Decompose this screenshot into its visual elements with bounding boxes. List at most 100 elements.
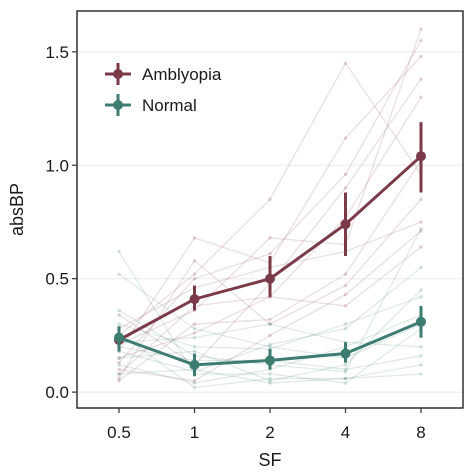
amblyopia-individual-point [268,317,272,322]
normal-individual-point [268,378,272,383]
amblyopia-individual-point [192,258,197,263]
normal-individual-point [192,385,197,390]
normal-individual-point [268,322,272,326]
amblyopia-individual-point [117,376,121,381]
normal-individual-line [118,289,422,382]
amblyopia-individual-point [117,367,121,372]
x-tick-label: 2 [265,423,274,442]
normal-individual-point [117,308,121,313]
normal-individual-point [117,272,121,276]
amblyopia-individual-point [419,95,423,100]
normal-individual-point [419,265,423,270]
amblyopia-mean-point [340,219,351,230]
normal-individual-point [343,369,348,374]
amblyopia-individual-point [343,186,348,190]
amblyopia-mean-point [265,273,275,284]
normal-individual-point [343,376,348,381]
normal-individual-point [192,326,197,331]
normal-individual-point [117,356,121,360]
amblyopia-individual-point [268,333,272,338]
x-tick-label: 1 [190,423,199,442]
normal-individual-point [268,344,272,349]
y-tick-label: 0.5 [45,270,69,289]
normal-individual-line [118,368,422,384]
normal-legend-marker [113,100,123,110]
normal-individual-point [419,344,423,349]
amblyopia-individual-point [192,236,197,240]
x-tick-label: 4 [341,423,350,442]
y-tick-label: 0.0 [45,383,69,402]
normal-individual-point [419,295,423,299]
normal-individual-point [117,249,121,254]
normal-individual-point [192,349,197,354]
amblyopia-individual-point [117,313,121,317]
legend: Amblyopia Normal [105,63,222,116]
normal-individual-point [117,322,121,326]
normal-individual-point [419,372,423,376]
normal-mean-point [189,359,200,370]
amblyopia-individual-point [419,197,423,202]
normal-individual-line [118,273,422,359]
normal-individual-point [419,354,423,358]
normal-individual-point [117,363,121,367]
amblyopia-individual-line [118,160,422,382]
normal-individual-point [192,381,197,385]
normal-individual-line [118,266,422,373]
amblyopia-individual-point [117,360,121,365]
normal-legend-label: Normal [142,96,197,115]
amblyopia-individual-point [192,331,197,335]
normal-mean-point [416,316,426,327]
x-axis-title: SF [258,450,281,470]
amblyopia-legend-marker [113,69,123,79]
normal-mean-point [340,348,351,359]
normal-individual-point [419,288,423,292]
amblyopia-individual-point [419,77,423,81]
amblyopia-individual-point [268,251,272,256]
amblyopia-individual-point [192,272,197,276]
axes: 0.0 0.5 1.0 1.5 0.5 1 2 4 8 [45,43,425,442]
amblyopia-individual-point [419,229,423,233]
normal-individual-point [117,372,121,376]
amblyopia-individual-point [192,378,197,383]
amblyopia-individual-point [343,172,348,177]
amblyopia-individual-point [192,276,197,281]
amblyopia-individual-point [419,38,423,43]
amblyopia-individual-point [343,304,348,308]
amblyopia-individual-point [343,272,348,276]
amblyopia-individual-line [118,28,422,346]
amblyopia-mean-point [189,294,200,305]
amblyopia-individual-point [419,54,423,59]
normal-individual-point [192,344,197,349]
grid-lines [77,51,463,393]
normal-individual-line [118,332,422,389]
normal-individual-point [343,367,348,372]
normal-individual-line [118,251,422,384]
normal-mean-point [114,332,124,343]
x-tick-label: 8 [416,423,425,442]
y-tick-label: 1.5 [45,43,69,62]
normal-individual-point [419,226,423,231]
amblyopia-individual-point [343,283,348,288]
normal-individual-point [192,335,197,340]
amblyopia-individual-point [419,27,423,31]
normal-individual-point [343,381,348,385]
amblyopia-mean-point [416,151,426,162]
normal-individual-point [268,372,272,376]
amblyopia-individual-line [118,198,422,379]
normal-individual-point [268,342,272,347]
amblyopia-individual-point [419,245,423,249]
y-axis-title: absBP [7,183,27,236]
mean-lines [114,122,426,377]
normal-individual-point [419,363,423,367]
normal-individual-point [268,381,272,385]
amblyopia-individual-point [117,372,121,376]
amblyopia-individual-point [343,61,348,65]
amblyopia-individual-point [117,378,121,383]
normal-mean-point [265,355,275,366]
amblyopia-individual-point [268,197,272,202]
amblyopia-individual-point [117,356,121,360]
amblyopia-individual-point [192,322,197,326]
x-tick-label: 0.5 [107,423,131,442]
